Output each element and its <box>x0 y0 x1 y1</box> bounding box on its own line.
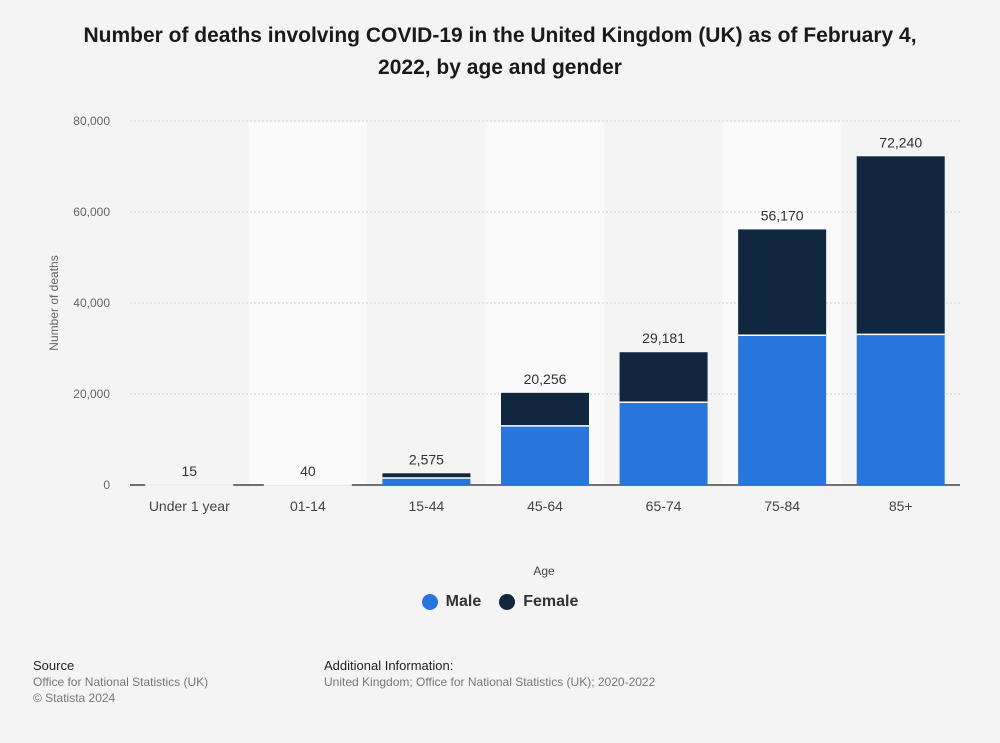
source-block: Source Office for National Statistics (U… <box>33 658 208 706</box>
labels: 0 20,000 40,000 60,000 80,000 Number of death… <box>47 114 922 578</box>
chart-title: Number of deaths involving COVID-19 in t… <box>83 24 917 79</box>
bar-female-2[interactable] <box>382 473 471 478</box>
y-tick-label: 20,000 <box>73 387 110 401</box>
y-tick-label: 0 <box>103 478 110 492</box>
data-label-6: 72,240 <box>879 134 922 150</box>
x-tick-label-1: 01-14 <box>290 498 326 514</box>
x-tick-label-0: Under 1 year <box>149 498 230 514</box>
data-label-3: 20,256 <box>524 371 567 387</box>
source-line[interactable]: Office for National Statistics (UK) <box>33 675 209 689</box>
additional-info-block: Additional Information: United Kingdom; … <box>324 658 655 690</box>
bar-female-5[interactable] <box>738 229 827 336</box>
x-tick-label-4: 65-74 <box>646 498 682 514</box>
y-tick-label: 60,000 <box>73 205 110 219</box>
bar-male-3[interactable] <box>501 425 589 485</box>
bar-male-2[interactable] <box>382 477 471 485</box>
additional-info-heading: Additional Information: <box>324 658 454 673</box>
legend-label-female: Female <box>523 593 579 610</box>
y-axis-label: Number of deaths <box>47 255 61 350</box>
legend-dot-female <box>499 594 516 610</box>
y-tick-label: 80,000 <box>73 114 110 128</box>
bar-male-5[interactable] <box>738 335 827 485</box>
bar-female-6[interactable] <box>856 156 945 335</box>
x-tick-label-3: 45-64 <box>527 498 563 514</box>
data-label-4: 29,181 <box>642 330 685 346</box>
copyright-line: © Statista 2024 <box>33 691 116 705</box>
x-tick-label-5: 75-84 <box>764 498 800 514</box>
data-label-1: 40 <box>300 463 316 479</box>
data-label-0: 15 <box>181 463 197 479</box>
bar-male-6[interactable] <box>856 334 945 485</box>
data-label-5: 56,170 <box>761 207 804 223</box>
additional-info-text: United Kingdom; Office for National Stat… <box>324 675 656 689</box>
legend-dot-male <box>421 594 438 610</box>
y-tick-label: 40,000 <box>73 296 110 310</box>
bar-male-4[interactable] <box>619 402 708 485</box>
legend-item-male[interactable]: Male <box>421 593 482 611</box>
bar-female-4[interactable] <box>619 352 708 403</box>
source-heading: Source <box>33 658 75 673</box>
legend-label-male: Male <box>445 593 482 610</box>
bar-female-3[interactable] <box>501 392 589 426</box>
legend-item-female[interactable]: Female <box>499 593 578 611</box>
x-tick-label-6: 85+ <box>889 498 913 514</box>
x-tick-label-2: 15-44 <box>409 498 445 514</box>
legend: Male Female <box>0 593 1000 611</box>
bars <box>145 156 945 486</box>
data-label-2: 2,575 <box>409 451 444 467</box>
x-axis-label: Age <box>533 564 555 578</box>
